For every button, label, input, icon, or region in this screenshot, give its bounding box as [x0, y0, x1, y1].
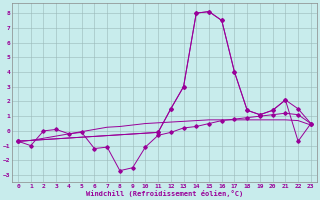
X-axis label: Windchill (Refroidissement éolien,°C): Windchill (Refroidissement éolien,°C) [86, 190, 243, 197]
